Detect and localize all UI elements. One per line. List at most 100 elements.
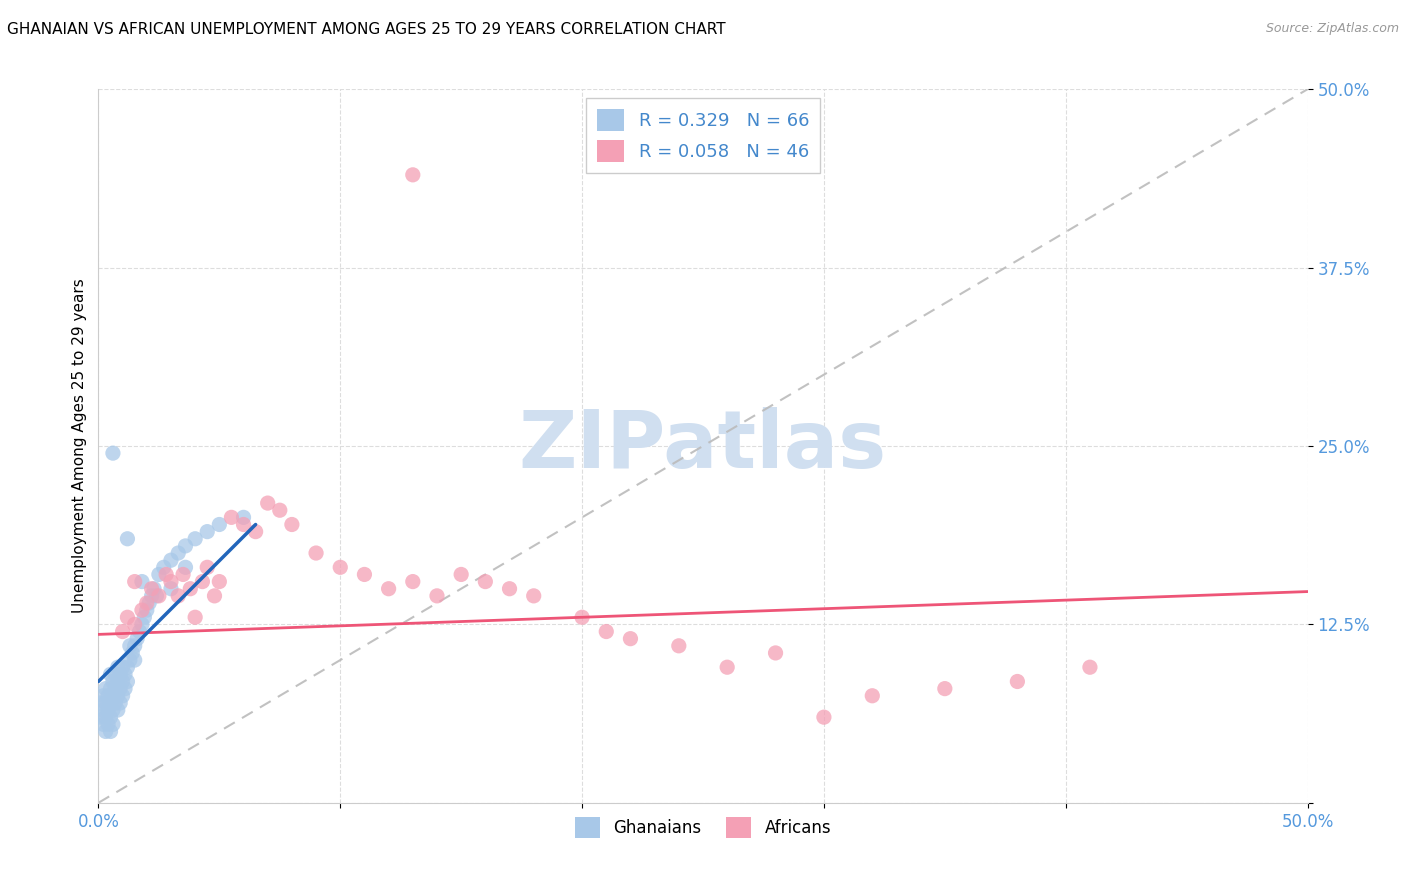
Point [860,689,883,703]
Point [716,660,738,674]
Point [91,689,114,703]
Point [1078,660,1101,674]
Point [111,660,134,674]
Point [174,539,197,553]
Point [100,696,122,710]
Point [90,696,112,710]
Point [148,589,170,603]
Point [377,582,399,596]
Point [97,717,120,731]
Point [107,674,129,689]
Point [167,589,190,603]
Point [668,639,690,653]
Legend: Ghanaians, Africans: Ghanaians, Africans [568,811,838,845]
Point [94,696,117,710]
Point [135,603,157,617]
Point [221,510,243,524]
Point [114,667,136,681]
Point [195,560,218,574]
Point [208,574,231,589]
Point [204,589,226,603]
Point [160,553,183,567]
Point [117,532,139,546]
Point [94,724,117,739]
Point [111,689,134,703]
Point [124,653,146,667]
Point [108,696,131,710]
Point [191,574,214,589]
Point [100,667,122,681]
Point [245,524,267,539]
Point [523,589,546,603]
Point [765,646,787,660]
Point [160,574,183,589]
Point [813,710,835,724]
Point [114,681,136,696]
Point [100,724,122,739]
Text: Source: ZipAtlas.com: Source: ZipAtlas.com [1265,22,1399,36]
Point [281,517,304,532]
Point [256,496,278,510]
Point [97,703,120,717]
Point [101,689,124,703]
Point [111,674,134,689]
Point [160,582,183,596]
Point [107,703,129,717]
Point [138,596,160,610]
Point [118,653,141,667]
Point [101,446,124,460]
Point [305,546,328,560]
Point [134,610,156,624]
Point [208,517,231,532]
Text: GHANAIAN VS AFRICAN UNEMPLOYMENT AMONG AGES 25 TO 29 YEARS CORRELATION CHART: GHANAIAN VS AFRICAN UNEMPLOYMENT AMONG A… [7,22,725,37]
Point [426,589,449,603]
Point [90,710,112,724]
Point [232,510,254,524]
Point [128,624,150,639]
Point [121,646,143,660]
Point [107,660,129,674]
Point [143,582,166,596]
Point [97,689,120,703]
Point [179,582,201,596]
Point [498,582,520,596]
Point [141,582,163,596]
Point [131,574,153,589]
Point [117,610,139,624]
Point [124,617,146,632]
Point [184,532,207,546]
Point [167,546,190,560]
Point [329,560,352,574]
Point [135,596,157,610]
Point [94,710,117,724]
Point [117,660,139,674]
Point [145,589,167,603]
Point [108,681,131,696]
Point [152,560,174,574]
Point [117,674,139,689]
Point [269,503,291,517]
Point [402,574,425,589]
Point [595,624,617,639]
Point [174,560,197,574]
Point [155,567,177,582]
Text: ZIPatlas: ZIPatlas [519,407,887,485]
Point [934,681,956,696]
Point [571,610,593,624]
Point [124,574,146,589]
Point [104,667,127,681]
Point [1007,674,1029,689]
Point [172,567,194,582]
Point [101,674,124,689]
Point [104,696,127,710]
Point [111,624,134,639]
Point [353,567,375,582]
Point [118,639,141,653]
Point [104,681,127,696]
Y-axis label: Unemployment Among Ages 25 to 29 years: Unemployment Among Ages 25 to 29 years [72,278,87,614]
Point [108,667,131,681]
Point [195,524,218,539]
Point [619,632,641,646]
Point [124,639,146,653]
Point [101,703,124,717]
